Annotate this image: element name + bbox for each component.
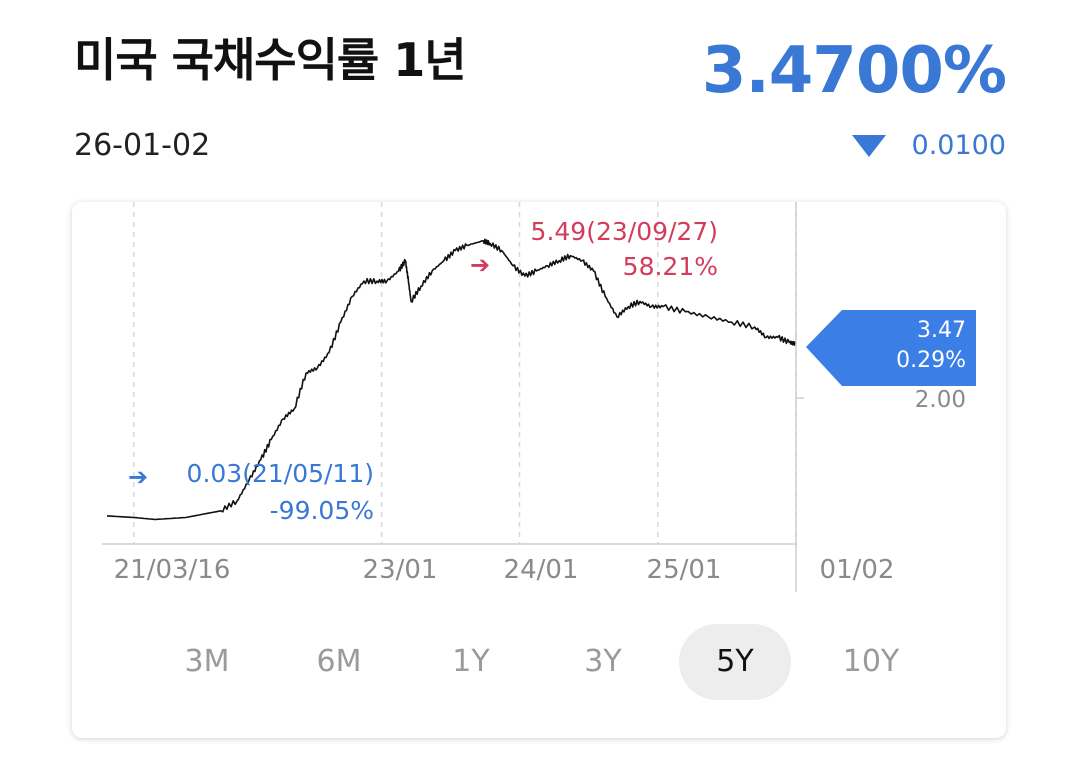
low-annotation: ➔ 0.03(21/05/11) -99.05% xyxy=(128,459,374,525)
x-tick-label: 24/01 xyxy=(504,555,579,585)
arrow-right-icon: ➔ xyxy=(470,251,490,279)
x-tick-label: 21/03/16 xyxy=(114,555,231,585)
x-tick-label: 23/01 xyxy=(363,555,438,585)
current-value: 3.47 xyxy=(917,318,966,343)
period-selector: 3M 6M 1Y 3Y 5Y 10Y xyxy=(72,624,1006,702)
chart-card: 21/03/16 23/01 24/01 25/01 01/02 2.00 ➔ 5.49… xyxy=(72,202,1006,738)
high-annotation: ➔ 5.49(23/09/27) 58.21% xyxy=(470,217,718,281)
current-pct: 0.29% xyxy=(896,348,966,373)
price-change: 0.0100 xyxy=(851,130,1006,161)
x-tick-labels: 21/03/16 23/01 24/01 25/01 01/02 xyxy=(114,555,895,585)
current-value-chip xyxy=(806,310,976,386)
low-annotation-label: 0.03(21/05/11) xyxy=(187,459,374,488)
high-annotation-label: 5.49(23/09/27) xyxy=(531,217,718,246)
x-tick-label: 25/01 xyxy=(647,555,722,585)
change-value: 0.0100 xyxy=(911,130,1006,161)
high-annotation-pct: 58.21% xyxy=(623,252,718,281)
line-chart[interactable]: 21/03/16 23/01 24/01 25/01 01/02 2.00 ➔ 5.49… xyxy=(72,202,1006,622)
arrow-right-icon: ➔ xyxy=(128,463,148,491)
low-annotation-pct: -99.05% xyxy=(270,496,374,525)
period-3y-button[interactable]: 3Y xyxy=(584,644,622,679)
x-tick-label: 01/02 xyxy=(820,555,895,585)
period-6m-button[interactable]: 6M xyxy=(316,644,362,679)
period-1y-button[interactable]: 1Y xyxy=(452,644,490,679)
current-value-chip-text: 3.47 0.29% xyxy=(846,316,966,376)
series-line xyxy=(106,238,797,521)
current-price: 3.4700% xyxy=(701,34,1007,108)
quote-date: 26-01-02 xyxy=(74,128,211,163)
y-tick-label: 2.00 xyxy=(915,387,966,413)
triangle-down-icon xyxy=(851,134,886,157)
period-10y-button[interactable]: 10Y xyxy=(842,644,900,679)
period-5y-button[interactable]: 5Y xyxy=(679,624,791,700)
page-title: 미국 국채수익률 1년 xyxy=(74,33,467,87)
period-3m-button[interactable]: 3M xyxy=(184,644,230,679)
